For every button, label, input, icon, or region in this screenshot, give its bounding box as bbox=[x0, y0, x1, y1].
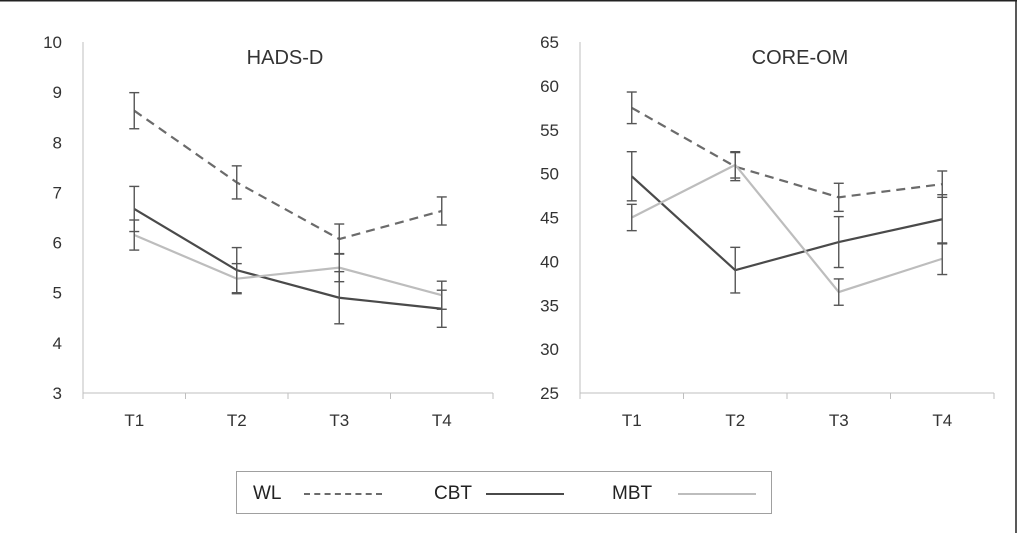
error-bar-wl bbox=[833, 182, 844, 213]
error-bar-mbt bbox=[231, 262, 242, 295]
y-tick-label: 10 bbox=[43, 33, 62, 52]
chart-panel-core-om: T1 T2 T3 T4 25 30 35 40 45 50 55 60 65 CORE-OM bbox=[540, 33, 995, 430]
error-bar-wl bbox=[231, 165, 242, 200]
y-tick-label: 45 bbox=[540, 209, 559, 228]
chart-title: HADS-D bbox=[247, 47, 324, 69]
x-tick-label: T2 bbox=[725, 411, 745, 430]
series-line-wl bbox=[133, 109, 443, 241]
y-tick-label: 40 bbox=[540, 252, 559, 271]
series-line-cbt bbox=[133, 208, 442, 310]
x-tick-label: T2 bbox=[227, 411, 247, 430]
legend-label-mbt: MBT bbox=[612, 482, 653, 504]
x-tick-label: T1 bbox=[124, 411, 144, 430]
y-tick-label: 9 bbox=[53, 83, 62, 102]
series-line-wl bbox=[631, 106, 943, 199]
error-bar-mbt bbox=[334, 252, 345, 283]
error-bar-wl bbox=[436, 196, 447, 226]
legend-label-wl: WL bbox=[253, 482, 282, 504]
error-bar-mbt bbox=[626, 203, 637, 232]
legend: WL CBT MBT bbox=[236, 471, 772, 514]
series-line-cbt bbox=[631, 175, 943, 272]
y-tick-label: 4 bbox=[53, 334, 62, 353]
series-line-mbt bbox=[631, 163, 943, 294]
y-tick-label: 55 bbox=[540, 121, 559, 140]
y-tick-label: 25 bbox=[540, 384, 559, 403]
legend-label-cbt: CBT bbox=[434, 482, 472, 504]
y-tick-label: 50 bbox=[540, 165, 559, 184]
y-tick-label: 7 bbox=[53, 183, 62, 202]
y-tick-label: 3 bbox=[53, 384, 62, 403]
y-tick-label: 5 bbox=[53, 284, 62, 303]
legend-item-cbt: CBT bbox=[434, 472, 564, 515]
error-bar-mbt bbox=[436, 280, 447, 310]
y-tick-label: 35 bbox=[540, 296, 559, 315]
chart-panel-hads-d: T1 T2 T3 T4 3 4 5 6 7 8 9 10 HADS-D bbox=[43, 33, 494, 430]
y-tick-label: 8 bbox=[53, 133, 62, 152]
error-bar-wl bbox=[129, 91, 140, 130]
x-tick-label: T1 bbox=[622, 411, 642, 430]
error-bar-mbt bbox=[129, 219, 140, 251]
legend-item-mbt: MBT bbox=[612, 472, 757, 515]
x-tick-label: T4 bbox=[932, 411, 952, 430]
error-bar-mbt bbox=[937, 242, 948, 276]
legend-swatch-wl bbox=[303, 492, 382, 495]
series-line-mbt bbox=[133, 234, 443, 297]
x-tick-label: T3 bbox=[329, 411, 349, 430]
legend-item-wl: WL bbox=[253, 472, 382, 515]
error-bar-wl bbox=[626, 91, 637, 125]
y-tick-label: 6 bbox=[53, 234, 62, 253]
x-tick-label: T3 bbox=[829, 411, 849, 430]
y-tick-label: 65 bbox=[540, 33, 559, 52]
error-bar-mbt bbox=[833, 278, 844, 306]
chart-title: CORE-OM bbox=[752, 47, 849, 69]
error-bar-mbt bbox=[730, 150, 741, 179]
error-bar-wl bbox=[937, 170, 948, 199]
error-bar-cbt bbox=[626, 150, 637, 202]
x-tick-label: T4 bbox=[432, 411, 452, 430]
y-tick-label: 30 bbox=[540, 340, 559, 359]
y-tick-label: 60 bbox=[540, 77, 559, 96]
legend-swatch-cbt bbox=[486, 492, 564, 495]
error-bar-cbt bbox=[833, 215, 844, 269]
error-bar-cbt bbox=[730, 246, 741, 294]
legend-swatch-mbt bbox=[678, 492, 757, 495]
